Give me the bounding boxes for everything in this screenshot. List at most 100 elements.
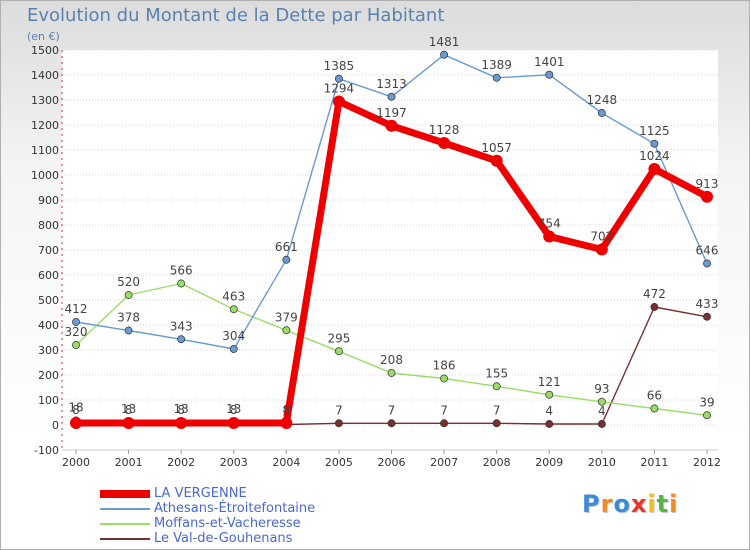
data-point-la-vergenne (543, 230, 556, 243)
y-tick-label: 1300 (31, 94, 59, 107)
data-point-athesans-etroitefontaine (545, 70, 554, 79)
data-point-athesans-etroitefontaine (703, 259, 711, 268)
data-label-la-vergenne: 1128 (429, 123, 460, 137)
data-label-athesans-etroitefontaine: 1385 (324, 59, 355, 73)
legend-label-moffans: Moffans-et-Vacheresse (154, 516, 301, 531)
data-label-le-val-de-gouhenans: 4 (545, 404, 553, 418)
chart-subtitle: (en €) (27, 30, 60, 43)
data-point-la-vergenne (438, 137, 451, 149)
proxiti-logo: Proxiti (582, 490, 678, 518)
data-label-le-val-de-gouhenans: 4 (598, 404, 606, 418)
data-label-le-val-de-gouhenans: 13 (121, 402, 136, 416)
data-point-la-vergenne (385, 119, 398, 132)
data-point-moffans-et-vacheresse (124, 291, 133, 299)
data-point-la-vergenne (648, 163, 661, 175)
data-label-athesans-etroitefontaine: 378 (117, 311, 140, 325)
data-point-moffans-et-vacheresse (597, 397, 606, 406)
data-label-la-vergenne: 8 (125, 403, 133, 417)
y-tick-label: 1500 (31, 44, 59, 57)
data-label-la-vergenne: 702 (590, 230, 613, 244)
data-label-athesans-etroitefontaine: 661 (275, 240, 298, 254)
data-point-moffans-et-vacheresse (177, 279, 186, 288)
data-point-le-val-de-gouhenans (387, 419, 396, 428)
data-label-la-vergenne: 8 (177, 403, 185, 417)
data-label-athesans-etroitefontaine: 646 (696, 244, 719, 258)
y-tick-label: 600 (38, 269, 59, 282)
data-point-la-vergenne (490, 154, 503, 167)
data-label-le-val-de-gouhenans: 7 (440, 403, 448, 417)
data-point-le-val-de-gouhenans (597, 420, 606, 428)
x-tick-label: 2012 (693, 456, 721, 469)
legend-swatch-val-de-gouhenans (100, 538, 150, 540)
x-tick-label: 2009 (535, 456, 563, 469)
x-tick-label: 2010 (588, 456, 616, 469)
x-tick-label: 2005 (325, 456, 353, 469)
data-point-athesans-etroitefontaine (650, 139, 659, 148)
data-label-la-vergenne: 8 (230, 403, 238, 417)
data-label-moffans-et-vacheresse: 186 (433, 359, 456, 373)
y-tick-label: 700 (38, 244, 59, 257)
data-point-moffans-et-vacheresse (650, 404, 659, 413)
chart-title: Evolution du Montant de la Dette par Hab… (27, 5, 445, 26)
data-point-athesans-etroitefontaine (282, 255, 291, 264)
data-point-la-vergenne (70, 417, 82, 429)
data-point-moffans-et-vacheresse (282, 326, 291, 335)
x-tick-label: 2008 (483, 456, 511, 469)
data-label-le-val-de-gouhenans: 472 (643, 287, 666, 301)
legend-label-la-vergenne: LA VERGENNE (154, 486, 247, 501)
data-point-moffans-et-vacheresse (440, 374, 449, 383)
logo-letter: t (656, 490, 670, 518)
data-point-athesans-etroitefontaine (334, 74, 343, 83)
data-point-le-val-de-gouhenans (440, 419, 449, 428)
data-label-athesans-etroitefontaine: 1248 (587, 93, 618, 107)
y-tick-label: 200 (38, 369, 59, 382)
y-tick-label: 1000 (31, 169, 59, 182)
data-label-moffans-et-vacheresse: 320 (65, 325, 88, 339)
logo-letter: x (630, 490, 648, 518)
data-label-la-vergenne: 1024 (639, 149, 670, 163)
y-tick-label: 1400 (31, 69, 59, 82)
logo-letter: i (669, 490, 679, 518)
data-label-athesans-etroitefontaine: 304 (222, 329, 245, 343)
y-tick-label: 1100 (31, 144, 59, 157)
y-tick-label: 900 (38, 194, 59, 207)
x-tick-label: 2002 (167, 456, 195, 469)
x-tick-label: 2011 (640, 456, 668, 469)
data-point-moffans-et-vacheresse (334, 347, 343, 356)
data-point-la-vergenne (332, 95, 345, 108)
data-point-le-val-de-gouhenans (334, 419, 343, 428)
data-label-moffans-et-vacheresse: 295 (327, 331, 350, 345)
legend-swatch-athesans (100, 508, 150, 510)
data-label-le-val-de-gouhenans: 433 (696, 297, 719, 311)
data-point-moffans-et-vacheresse (72, 341, 80, 349)
data-label-moffans-et-vacheresse: 379 (275, 310, 298, 324)
logo-letter: r (600, 490, 614, 518)
data-point-la-vergenne (595, 243, 608, 256)
data-point-athesans-etroitefontaine (124, 326, 133, 335)
data-point-moffans-et-vacheresse (703, 411, 711, 420)
data-point-athesans-etroitefontaine (440, 50, 449, 59)
data-label-moffans-et-vacheresse: 208 (380, 353, 403, 367)
data-point-athesans-etroitefontaine (387, 92, 396, 101)
data-label-athesans-etroitefontaine: 1481 (429, 35, 460, 49)
x-tick-label: 2004 (272, 456, 300, 469)
data-label-athesans-etroitefontaine: 1389 (481, 58, 512, 72)
data-point-athesans-etroitefontaine (597, 109, 606, 117)
data-point-le-val-de-gouhenans (545, 420, 554, 428)
data-point-le-val-de-gouhenans (492, 419, 501, 428)
data-label-athesans-etroitefontaine: 1313 (376, 77, 407, 91)
x-tick-label: 2007 (430, 456, 458, 469)
y-tick-label: 500 (38, 294, 59, 307)
data-label-moffans-et-vacheresse: 566 (170, 264, 193, 278)
y-tick-label: 100 (38, 394, 59, 407)
logo-letter: P (582, 490, 601, 518)
x-tick-label: 2000 (62, 456, 90, 469)
y-tick-label: -100 (34, 444, 59, 457)
data-label-le-val-de-gouhenans: 18 (68, 401, 83, 415)
data-label-athesans-etroitefontaine: 343 (170, 319, 193, 333)
legend-swatch-moffans (100, 523, 150, 525)
data-point-athesans-etroitefontaine (492, 73, 501, 82)
legend-label-val-de-gouhenans: Le Val-de-Gouhenans (154, 531, 293, 546)
data-label-la-vergenne: 8 (283, 403, 291, 417)
